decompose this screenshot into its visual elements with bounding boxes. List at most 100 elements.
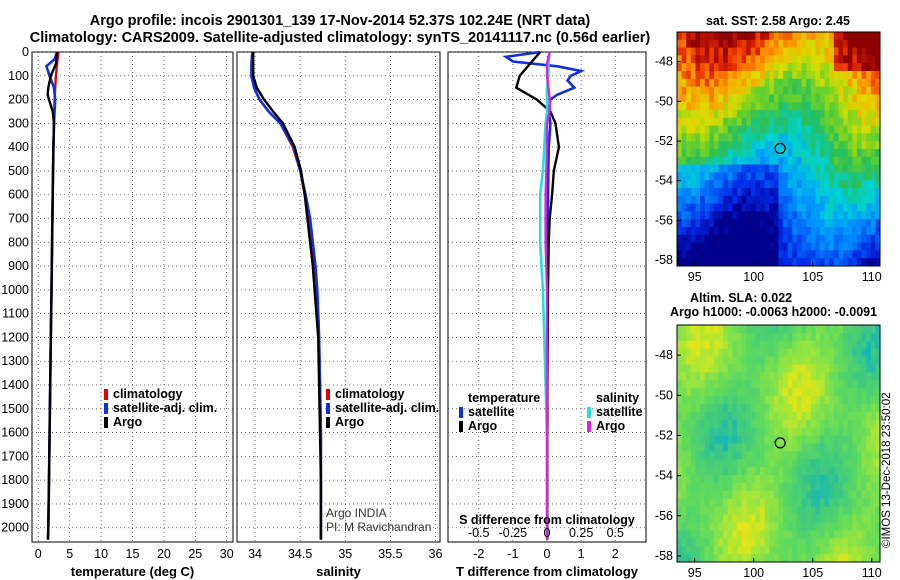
map-cell	[838, 522, 844, 531]
map-cell	[829, 427, 835, 436]
map-cell	[755, 364, 761, 373]
map-cell	[875, 483, 881, 492]
map-cell	[681, 125, 687, 134]
map-cell	[723, 180, 729, 189]
map-cell	[732, 372, 738, 381]
map-cell	[686, 475, 692, 484]
map-cell	[856, 110, 862, 119]
map-cell	[695, 227, 701, 236]
map-cell	[856, 32, 862, 41]
map-cell	[709, 554, 715, 563]
map-cell	[801, 396, 807, 405]
top-axis-label: S difference from climatology	[459, 513, 635, 527]
map-cell	[755, 149, 761, 158]
map-cell	[681, 356, 687, 365]
map-cell	[773, 459, 779, 468]
map-cell	[778, 188, 784, 197]
map-cell	[870, 451, 876, 460]
map-cell	[695, 404, 701, 413]
map-cell	[856, 459, 862, 468]
y-tick-label: 400	[8, 140, 29, 154]
map-cell	[824, 32, 830, 41]
map-cell	[718, 195, 724, 204]
map-cell	[792, 498, 798, 508]
map-cell	[843, 86, 849, 95]
map-cell	[801, 227, 807, 236]
map-cell	[856, 483, 862, 492]
map-cell	[695, 47, 701, 56]
map-cell	[709, 117, 715, 126]
x-axis-label: T difference from climatology	[456, 564, 639, 579]
map-cell	[852, 332, 858, 342]
map-cell	[843, 467, 849, 476]
map-cell	[741, 325, 747, 334]
map-cell	[686, 348, 692, 357]
map-cell	[815, 332, 821, 342]
map-cell	[792, 203, 798, 212]
map-cell	[723, 554, 729, 563]
map-cell	[847, 63, 853, 72]
map-cell	[695, 234, 701, 243]
map-cell	[690, 141, 696, 150]
map-cell	[796, 538, 802, 547]
map-cell	[815, 71, 821, 80]
map-cell	[829, 117, 835, 126]
map-cell	[690, 467, 696, 476]
map-cell	[861, 125, 867, 134]
map-cell	[746, 498, 752, 508]
map-cell	[681, 475, 687, 484]
map-cell	[861, 188, 867, 197]
map-cell	[856, 94, 862, 103]
map-cell	[755, 203, 761, 212]
map-cell	[847, 348, 853, 357]
map-cell	[838, 427, 844, 436]
map-cell	[741, 490, 747, 500]
map-cell	[806, 149, 812, 158]
y-tick-label: 0	[22, 45, 29, 59]
map-cell	[686, 546, 692, 555]
map-cell	[824, 490, 830, 500]
map-cell	[796, 498, 802, 508]
map-cell	[773, 133, 779, 142]
map-cell	[778, 63, 784, 72]
map-cell	[750, 404, 756, 413]
map-cell	[773, 195, 779, 204]
map-cell	[820, 396, 826, 405]
map-cell	[769, 427, 775, 436]
map-cell	[760, 380, 766, 389]
map-cell	[750, 102, 756, 111]
map-cell	[746, 459, 752, 468]
map-cell	[746, 195, 752, 204]
map-cell	[787, 172, 793, 181]
map-cell	[760, 340, 766, 350]
map-cell	[820, 133, 826, 142]
map-cell	[833, 435, 839, 444]
map-cell	[801, 219, 807, 228]
map-cell	[866, 427, 872, 436]
map-cell	[801, 250, 807, 259]
map-cell	[700, 133, 706, 142]
map-cell	[847, 546, 853, 555]
map-cell	[792, 258, 798, 267]
map-cell	[700, 538, 706, 547]
map-cell	[847, 180, 853, 189]
map-cell	[829, 538, 835, 547]
map-cell	[815, 396, 821, 405]
map-cell	[787, 39, 793, 48]
map-cell	[746, 427, 752, 436]
map-cell	[866, 443, 872, 452]
map-cell	[810, 94, 816, 103]
map-cell	[810, 411, 816, 421]
map-cell	[760, 372, 766, 381]
map-cell	[732, 419, 738, 429]
map-cell	[796, 55, 802, 64]
map-cell	[792, 404, 798, 413]
map-cell	[796, 514, 802, 523]
map-cell	[736, 522, 742, 531]
map-cell	[778, 258, 784, 267]
map-cell	[695, 71, 701, 80]
map-cell	[824, 47, 830, 56]
map-cell	[787, 451, 793, 460]
map-cell	[796, 250, 802, 259]
map-cell	[847, 125, 853, 134]
